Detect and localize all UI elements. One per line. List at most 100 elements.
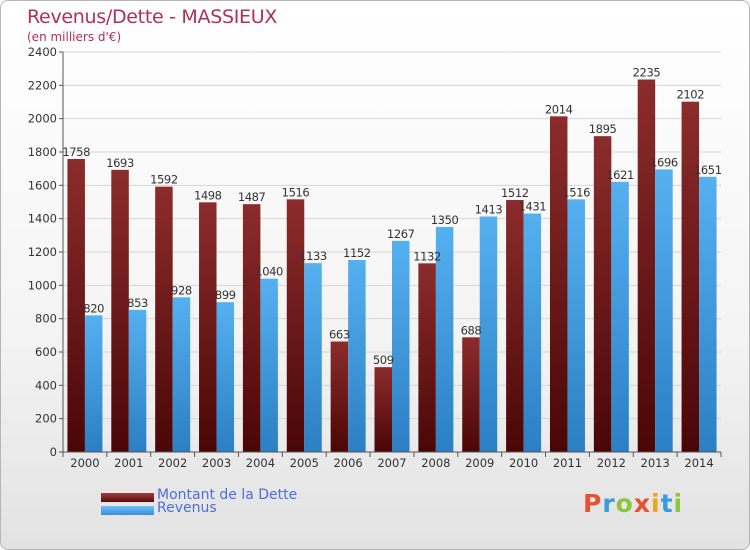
bar-revenus	[172, 297, 191, 452]
data-label-revenus: 1267	[387, 227, 415, 241]
bar-debt	[418, 263, 436, 452]
x-tick-label: 2001	[114, 456, 143, 470]
data-label-revenus: 853	[127, 296, 148, 310]
data-label-debt: 2102	[676, 88, 704, 102]
bar-debt	[155, 186, 173, 452]
y-tick-label: 2200	[28, 78, 57, 92]
legend-label-debt: Montant de la Dette	[157, 487, 298, 503]
x-tick-label: 2006	[333, 456, 362, 470]
data-label-revenus: 1696	[650, 155, 678, 169]
x-tick-label: 2011	[553, 456, 582, 470]
bar-revenus	[348, 260, 366, 452]
y-tick-label: 800	[35, 312, 57, 326]
bar-debt	[330, 341, 349, 452]
logo-letter: t	[660, 489, 674, 518]
y-tick-label: 1400	[28, 212, 57, 226]
data-label-revenus: 1621	[606, 168, 634, 182]
bar-debt	[637, 79, 656, 452]
data-label-debt: 1487	[238, 190, 266, 204]
bar-debt	[593, 136, 612, 452]
bar-revenus	[611, 181, 629, 453]
data-label-revenus: 1350	[431, 213, 459, 227]
bar-debt	[286, 199, 305, 452]
data-label-debt: 688	[461, 323, 482, 337]
data-label-debt: 1516	[282, 185, 310, 199]
data-label-revenus: 1516	[562, 185, 590, 199]
bar-debt	[549, 116, 568, 452]
y-tick-label: 1200	[28, 245, 57, 259]
legend-swatch-revenus	[101, 506, 154, 515]
y-tick-label: 200	[35, 412, 57, 426]
x-tick-label: 2009	[465, 456, 494, 470]
bar-revenus	[128, 309, 147, 452]
data-label-revenus: 1152	[343, 246, 371, 260]
y-tick-label: 1600	[28, 178, 57, 192]
logo-letter: o	[615, 489, 634, 518]
bar-revenus	[523, 213, 542, 452]
y-tick-label: 2000	[28, 112, 57, 126]
bar-revenus	[435, 227, 454, 452]
bar-debt	[462, 337, 480, 452]
y-tick-label: 2400	[28, 45, 57, 59]
x-tick-label: 2002	[158, 456, 187, 470]
bar-debt	[199, 202, 217, 452]
y-tick-label: 400	[35, 378, 57, 392]
bar-revenus	[479, 216, 498, 452]
x-tick-label: 2000	[70, 456, 99, 470]
bar-revenus	[567, 199, 585, 452]
legend-label-revenus: Revenus	[157, 500, 217, 516]
data-label-revenus: 1651	[694, 163, 722, 177]
bar-revenus	[260, 278, 278, 452]
bar-debt	[67, 159, 85, 452]
data-label-revenus: 1431	[519, 200, 547, 214]
x-tick-label: 2008	[421, 456, 450, 470]
logo-letter: r	[602, 489, 616, 518]
y-tick-label: 600	[35, 345, 57, 359]
bar-debt	[242, 204, 261, 452]
bar-debt	[681, 101, 700, 453]
logo-letter: i	[651, 489, 661, 518]
data-label-debt: 1132	[413, 249, 441, 263]
bars-layer	[67, 79, 717, 453]
legend-swatch-debt	[101, 493, 154, 502]
bar-chart: 1758 1693 1592 1498 1487 1516 663 509 1132 688 151…	[28, 45, 722, 470]
bar-revenus	[655, 169, 673, 453]
axis-layer: 0 200 400 600 800 1000 1200 1400 1600 1800 2000 220…	[28, 45, 722, 470]
bar-debt	[506, 200, 524, 452]
x-tick-label: 2014	[684, 456, 713, 470]
x-tick-label: 2013	[641, 456, 670, 470]
bar-debt	[374, 367, 392, 452]
data-label-revenus: 899	[215, 288, 236, 302]
bar-revenus	[304, 263, 322, 452]
bar-revenus	[699, 176, 717, 453]
y-tick-label: 1000	[28, 278, 57, 292]
proxiti-logo: Proxiti	[583, 489, 683, 518]
data-label-debt: 1758	[62, 145, 90, 159]
y-tick-label: 0	[50, 445, 57, 459]
data-label-debt: 509	[373, 353, 394, 367]
x-tick-label: 2007	[377, 456, 406, 470]
data-label-debt: 2235	[633, 66, 661, 80]
bar-debt	[111, 169, 129, 453]
data-label-debt: 2014	[545, 102, 573, 116]
x-tick-label: 2003	[202, 456, 231, 470]
x-tick-label: 2010	[509, 456, 538, 470]
chart-title: Revenus/Dette - MASSIEUX	[27, 6, 278, 28]
data-label-debt: 1895	[589, 122, 617, 136]
bar-revenus	[84, 315, 103, 452]
bar-revenus	[216, 302, 235, 452]
data-label-debt: 663	[329, 328, 350, 342]
logo-letter: P	[583, 489, 603, 518]
logo-letter: i	[673, 489, 684, 518]
data-label-debt: 1498	[194, 188, 222, 202]
data-label-revenus: 1040	[255, 265, 283, 279]
y-tick-label: 1800	[28, 145, 57, 159]
data-label-debt: 1693	[106, 156, 134, 170]
x-tick-label: 2004	[246, 456, 275, 470]
x-tick-label: 2005	[290, 456, 319, 470]
data-label-debt: 1512	[501, 186, 529, 200]
chart-subtitle: (en milliers d'€)	[27, 30, 122, 44]
data-label-revenus: 820	[83, 301, 104, 315]
logo-letter: x	[633, 489, 651, 518]
